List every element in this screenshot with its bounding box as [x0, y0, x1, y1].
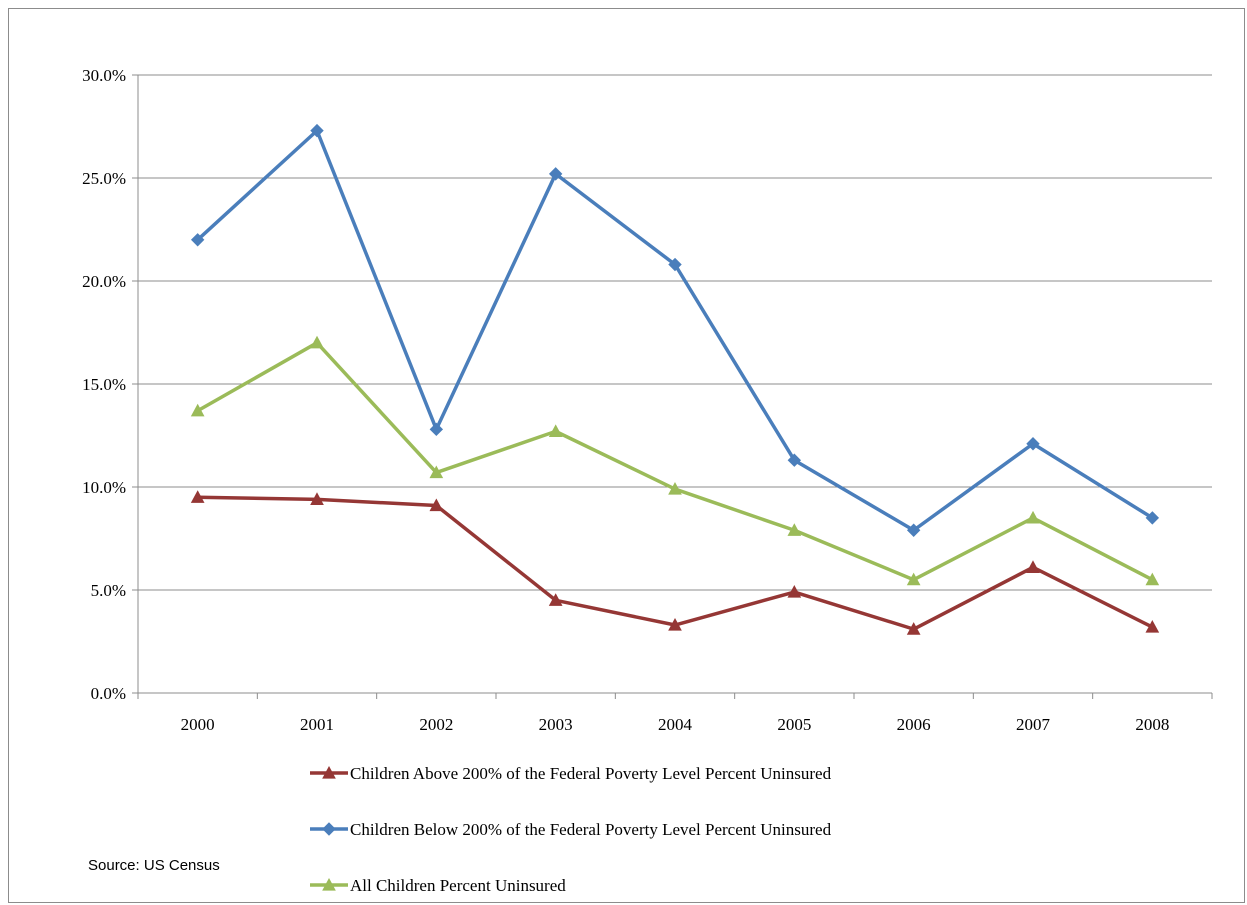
- data-point-triangle: [190, 490, 205, 503]
- data-point-triangle: [548, 593, 563, 606]
- x-tick-label: 2004: [658, 715, 693, 734]
- series-2: [190, 335, 1160, 586]
- x-tick-label: 2006: [897, 715, 931, 734]
- data-point-triangle: [310, 492, 324, 505]
- legend-entry-1: Children Below 200% of the Federal Pover…: [310, 820, 832, 839]
- data-point-triangle: [429, 498, 444, 512]
- series-line: [196, 128, 1154, 533]
- data-point-triangle: [322, 877, 336, 891]
- y-tick-label: 15.0%: [82, 375, 126, 394]
- data-point-diamond: [310, 123, 324, 138]
- data-point-triangle: [906, 622, 921, 635]
- chart-frame: [8, 8, 1245, 903]
- x-tick-label: 2001: [300, 715, 334, 734]
- y-tick-label: 5.0%: [91, 581, 126, 600]
- data-point-triangle: [548, 424, 563, 437]
- data-point-triangle: [1145, 572, 1160, 586]
- data-point-diamond: [1145, 511, 1160, 525]
- data-point-triangle: [1026, 560, 1040, 573]
- data-point-diamond: [906, 523, 921, 537]
- y-tick-label: 25.0%: [82, 169, 126, 188]
- legend: Children Above 200% of the Federal Pover…: [310, 764, 832, 895]
- y-tick-label: 10.0%: [82, 478, 126, 497]
- y-tick-label: 0.0%: [91, 684, 126, 703]
- data-point-diamond: [548, 167, 563, 181]
- source-note: Source: US Census: [88, 857, 220, 874]
- data-point-triangle: [906, 572, 921, 586]
- data-point-diamond: [429, 422, 444, 437]
- data-point-triangle: [310, 335, 324, 349]
- data-point-triangle: [668, 482, 682, 495]
- data-point-triangle: [787, 523, 802, 536]
- gridlines: [138, 74, 1212, 591]
- x-tick-label: 2005: [777, 715, 811, 734]
- legend-label: All Children Percent Uninsured: [350, 876, 566, 895]
- x-tick-label: 2000: [181, 715, 215, 734]
- x-tick-label: 2003: [539, 715, 573, 734]
- legend-entry-2: All Children Percent Uninsured: [310, 876, 566, 895]
- data-point-triangle: [787, 585, 802, 598]
- legend-label: Children Above 200% of the Federal Pover…: [350, 764, 832, 783]
- data-point-triangle: [1145, 620, 1160, 633]
- series-0: [190, 490, 1160, 635]
- legend-label: Children Below 200% of the Federal Pover…: [350, 820, 832, 839]
- series-line: [197, 495, 1154, 631]
- data-point-diamond: [190, 233, 205, 247]
- y-tick-label: 20.0%: [82, 272, 126, 291]
- data-point-diamond: [322, 822, 336, 836]
- series-1: [190, 123, 1160, 537]
- data-point-triangle: [668, 617, 682, 631]
- x-tick-label: 2002: [419, 715, 453, 734]
- x-tick-label: 2007: [1016, 715, 1051, 734]
- data-point-triangle: [190, 403, 205, 417]
- data-point-diamond: [1026, 437, 1040, 451]
- series-group: [190, 123, 1160, 635]
- y-tick-label: 30.0%: [82, 66, 126, 85]
- data-point-triangle: [1026, 510, 1040, 524]
- data-point-triangle: [322, 765, 336, 779]
- legend-entry-0: Children Above 200% of the Federal Pover…: [310, 764, 832, 783]
- x-tick-label: 2008: [1135, 715, 1169, 734]
- data-point-triangle: [429, 465, 444, 479]
- data-point-diamond: [787, 453, 802, 467]
- data-point-diamond: [668, 257, 682, 272]
- axes: 0.0% 5.0% 10.0% 15.0% 20.0% 25.0% 30.0% 2000 200…: [82, 66, 1213, 734]
